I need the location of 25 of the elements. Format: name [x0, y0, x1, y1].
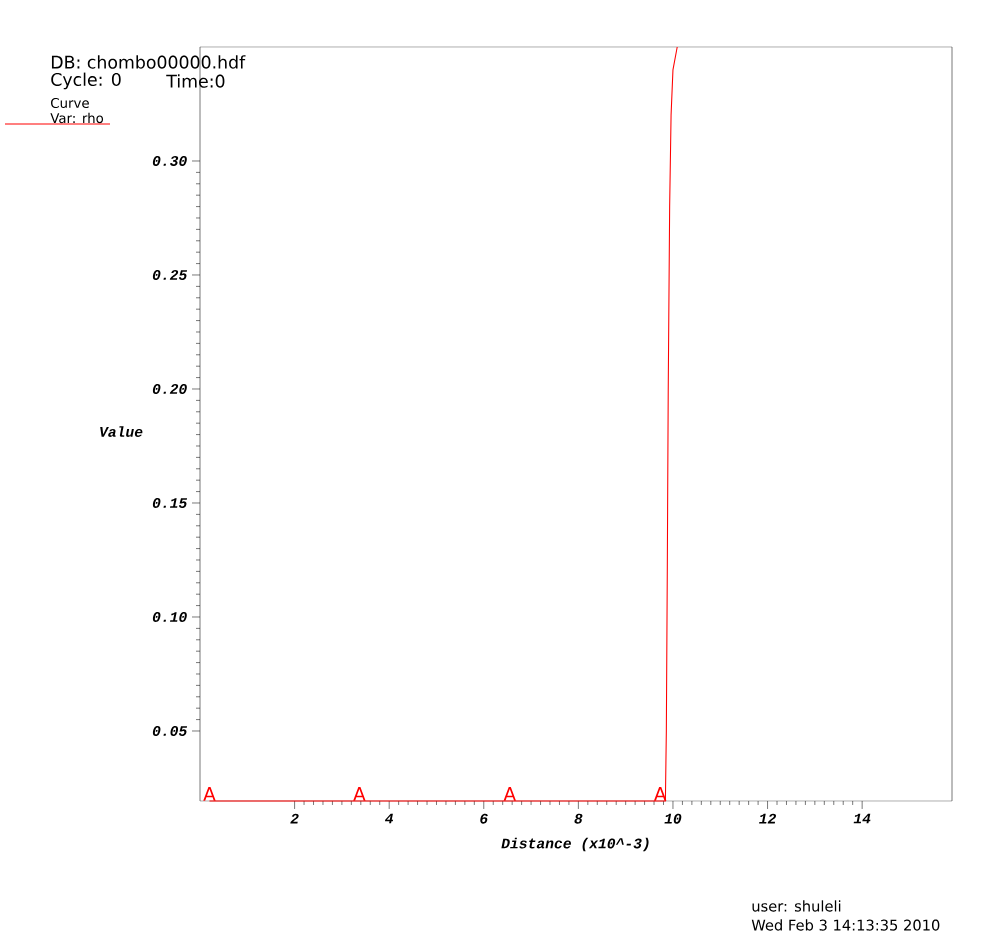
annotation: A [503, 787, 517, 801]
x-tick-label: 14 [853, 813, 871, 824]
x-axis-title: Distance (x10^-3) [501, 837, 649, 852]
y-axis-title: Value [100, 426, 143, 437]
legend-title: Curve [51, 97, 89, 109]
text: Wed Feb 3 14:13:35 2010 [751, 919, 940, 931]
chart-title: DB: chombo00000.hdf [51, 55, 246, 69]
x-tick-label: 12 [759, 813, 777, 824]
annotation: Time:0 [166, 74, 225, 88]
text: user: shuleli [752, 900, 841, 912]
x-tick-label: 2 [290, 813, 299, 824]
text: Var: rho [50, 112, 104, 124]
y-tick-label: 0.30 [152, 156, 187, 166]
annotation: A [353, 787, 366, 801]
x-tick-label: 4 [384, 813, 394, 824]
annotation: A [203, 787, 216, 801]
x-tick-label: 8 [574, 813, 583, 824]
y-tick-label: 0.25 [152, 270, 188, 280]
text: Cycle: 0 [51, 72, 121, 90]
y-tick-label: 0.05 [152, 726, 188, 736]
x-tick-label: 10 [664, 813, 682, 824]
x-tick-label: 6 [480, 813, 488, 824]
y-tick-label: 0.15 [152, 498, 188, 508]
y-tick-label: 0.20 [152, 384, 187, 394]
y-tick-label: 0.10 [152, 612, 187, 622]
